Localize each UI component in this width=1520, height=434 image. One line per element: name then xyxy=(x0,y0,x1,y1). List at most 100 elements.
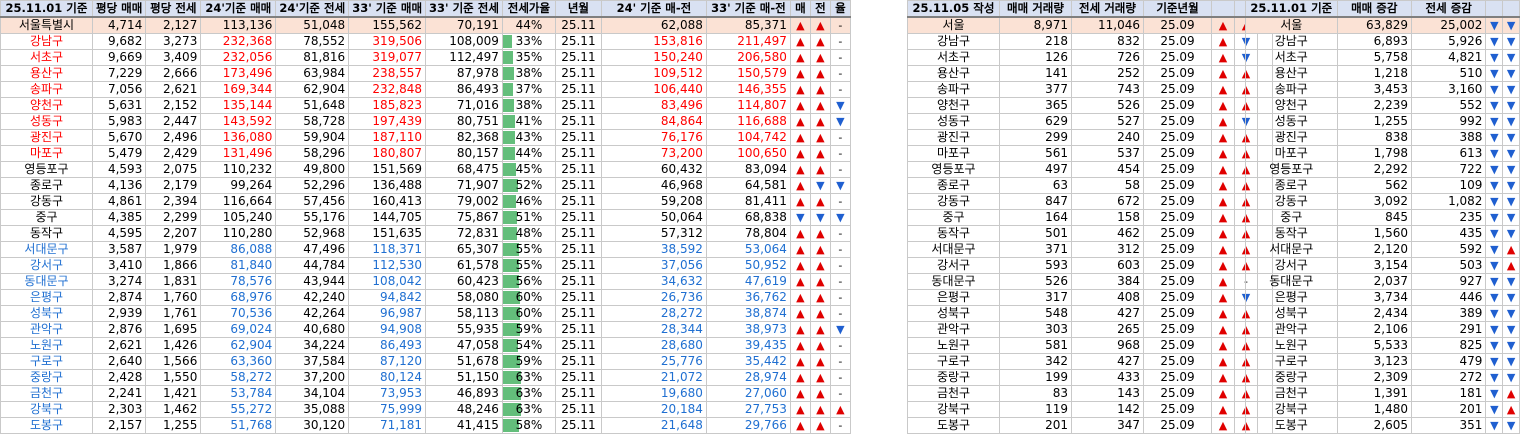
jeonse-ratio: 59% xyxy=(501,353,556,370)
sale-change: 5,533 xyxy=(1336,337,1412,354)
year-month: 25.09 xyxy=(1143,161,1212,178)
gap-24: 57,312 xyxy=(600,225,707,242)
ratio-trend-dash-icon: - xyxy=(829,81,851,98)
sale-change-trend-triangle-down-icon: ▼ xyxy=(1485,193,1504,210)
jeonse-volume: 312 xyxy=(1071,241,1144,258)
sale-volume: 581 xyxy=(999,337,1072,354)
sale-24: 99,264 xyxy=(200,177,277,194)
gap-33: 39,435 xyxy=(705,337,791,354)
jeonse-33: 70,191 xyxy=(425,16,503,34)
year-month: 25.11 xyxy=(554,129,602,146)
jeonse-change-trend-triangle-down-icon: ▼ xyxy=(1502,369,1520,386)
sale-33: 94,908 xyxy=(348,321,427,338)
ratio-text: 44% xyxy=(515,146,543,161)
year-month: 25.11 xyxy=(554,193,602,210)
sale-change: 3,092 xyxy=(1336,193,1412,210)
jeonse-volume: 58 xyxy=(1071,177,1144,194)
ratio-text: 63% xyxy=(515,402,543,417)
jeonse-ratio: 48% xyxy=(501,225,556,242)
jeonse-ratio: 63% xyxy=(501,369,556,386)
sale-volume-trend-triangle-up-icon: ▲ xyxy=(1211,273,1235,290)
volume-table: 25.11.05 작성 매매 거래량 전세 거래량 기준년월 서울 8,971 11,046… xyxy=(907,0,1273,434)
year-month: 25.09 xyxy=(1143,353,1212,370)
price-per-pyeong-sale: 2,640 xyxy=(91,353,147,370)
ratio-bar-fill xyxy=(503,35,513,48)
district-name: 강서구 xyxy=(0,257,93,274)
sale-volume-trend-triangle-up-icon: ▲ xyxy=(1211,65,1235,82)
gap-33: 28,974 xyxy=(705,369,791,386)
jeonse-24: 43,944 xyxy=(275,273,350,290)
district-name: 용산구 xyxy=(1245,65,1338,82)
price-header-cell: 25.11.01 기준 xyxy=(0,0,93,18)
ratio-text: 51% xyxy=(515,210,543,225)
table-row: 중랑구 2,309 272 ▼ ▼ xyxy=(1245,369,1520,386)
change-table: 25.11.01 기준 매매 증감 전세 증감 서울 63,829 25,002 ▼ ▼ 강남구… xyxy=(1245,0,1520,434)
district-name: 용산구 xyxy=(907,65,1000,82)
jeonse-trend-triangle-up-icon: ▲ xyxy=(809,417,831,434)
sale-33: 108,042 xyxy=(348,273,427,290)
sale-volume: 63 xyxy=(999,177,1072,194)
table-row: 강동구 3,092 1,082 ▼ ▼ xyxy=(1245,193,1520,210)
jeonse-volume: 427 xyxy=(1071,305,1144,322)
price-per-pyeong-sale: 2,241 xyxy=(91,385,147,402)
district-name: 양천구 xyxy=(0,97,93,114)
ratio-text: 46% xyxy=(515,194,543,209)
gap-33: 81,411 xyxy=(705,193,791,210)
gap-24: 28,344 xyxy=(600,321,707,338)
jeonse-volume: 427 xyxy=(1071,353,1144,370)
gap-24: 62,088 xyxy=(600,16,707,34)
gap-33: 29,766 xyxy=(705,417,791,434)
sale-33: 87,120 xyxy=(348,353,427,370)
ratio-trend-dash-icon: - xyxy=(829,225,851,242)
ratio-text: 54% xyxy=(515,338,543,353)
jeonse-change: 1,082 xyxy=(1410,193,1487,210)
district-name: 강북구 xyxy=(907,401,1000,418)
ratio-trend-triangle-up-icon: ▲ xyxy=(829,401,851,418)
jeonse-volume: 743 xyxy=(1071,81,1144,98)
district-name: 동작구 xyxy=(1245,225,1338,242)
year-month: 25.11 xyxy=(554,145,602,162)
price-per-pyeong-sale: 5,479 xyxy=(91,145,147,162)
district-name: 관악구 xyxy=(1245,321,1338,338)
year-month: 25.09 xyxy=(1143,145,1212,162)
sale-24: 173,496 xyxy=(200,65,277,82)
table-row: 동대문구 2,037 927 ▼ ▼ xyxy=(1245,273,1520,290)
price-header-cell: 평당 전세 xyxy=(145,0,202,18)
sale-volume: 164 xyxy=(999,209,1072,226)
sale-24: 113,136 xyxy=(200,16,277,34)
sale-volume: 371 xyxy=(999,241,1072,258)
gap-24: 37,056 xyxy=(600,257,707,274)
price-per-pyeong-sale: 5,631 xyxy=(91,97,147,114)
jeonse-33: 80,751 xyxy=(425,113,503,130)
district-name: 구로구 xyxy=(907,353,1000,370)
jeonse-change: 388 xyxy=(1410,129,1487,146)
sale-33: 185,823 xyxy=(348,97,427,114)
jeonse-24: 40,680 xyxy=(275,321,350,338)
jeonse-24: 58,728 xyxy=(275,113,350,130)
jeonse-volume: 240 xyxy=(1071,129,1144,146)
year-month: 25.11 xyxy=(554,369,602,386)
year-month: 25.11 xyxy=(554,289,602,306)
district-name: 서울 xyxy=(907,16,1000,34)
gap-24: 84,864 xyxy=(600,113,707,130)
table-row: 은평구 317 408 25.09 ▲ ▼ xyxy=(907,289,1273,306)
sale-change: 2,239 xyxy=(1336,97,1412,114)
sale-change-trend-triangle-down-icon: ▼ xyxy=(1485,273,1504,290)
table-row: 구로구 3,123 479 ▼ ▼ xyxy=(1245,353,1520,370)
sale-33: 197,439 xyxy=(348,113,427,130)
sale-volume-trend-triangle-up-icon: ▲ xyxy=(1211,113,1235,130)
sale-change: 5,758 xyxy=(1336,49,1412,66)
table-row: 서대문구 2,120 592 ▼ ▲ xyxy=(1245,241,1520,258)
ratio-bar-fill xyxy=(503,355,520,368)
jeonse-33: 41,415 xyxy=(425,417,503,434)
jeonse-24: 42,264 xyxy=(275,305,350,322)
jeonse-ratio: 38% xyxy=(501,65,556,82)
sale-volume-trend-triangle-up-icon: ▲ xyxy=(1211,81,1235,98)
sale-trend-triangle-up-icon: ▲ xyxy=(789,129,811,146)
sale-volume-trend-triangle-up-icon: ▲ xyxy=(1211,16,1235,34)
jeonse-change: 510 xyxy=(1410,65,1487,82)
ratio-trend-dash-icon: - xyxy=(829,145,851,162)
change-header-cell: 매매 증감 xyxy=(1336,0,1412,18)
jeonse-trend-triangle-up-icon: ▲ xyxy=(809,321,831,338)
